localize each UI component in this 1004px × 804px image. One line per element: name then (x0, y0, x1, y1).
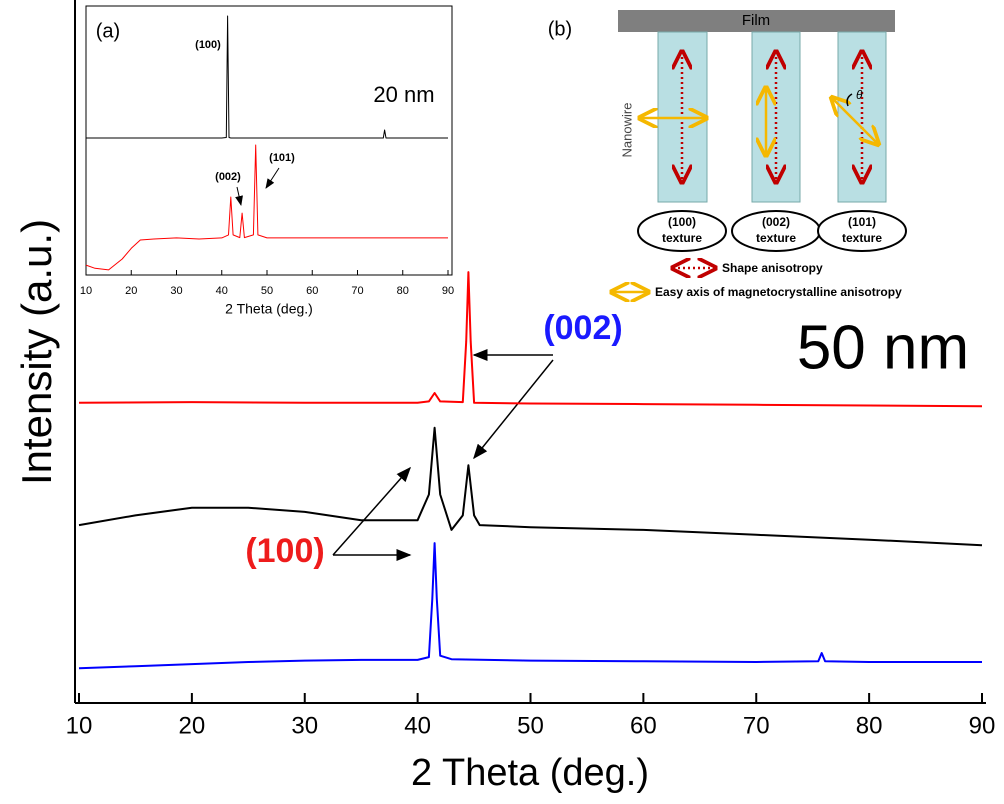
series-line (86, 15, 448, 139)
angle-arc (846, 93, 853, 107)
annotation: (100) (245, 532, 324, 570)
x-tick-label: 60 (630, 712, 657, 739)
x-tick-label: 80 (397, 285, 409, 297)
x-tick-label: 20 (125, 285, 137, 297)
texture-label: texture (756, 231, 796, 245)
annotation: (002) (543, 309, 622, 347)
x-tick-label: 70 (743, 712, 770, 739)
series-line (78, 271, 983, 408)
legend-label: Easy axis of magnetocrystalline anisotro… (655, 285, 902, 299)
annotation-arrows (332, 349, 554, 561)
x-tick-label: 50 (261, 285, 273, 297)
nanowire-label: Nanowire (619, 103, 634, 158)
inset-arrows (235, 167, 280, 206)
panel-label: (b) (548, 18, 572, 40)
film (618, 10, 895, 32)
annotation: (100) (195, 39, 221, 51)
easy-axis-arrows (612, 88, 878, 292)
inset-background (76, 0, 464, 322)
x-tick-label: 30 (170, 285, 182, 297)
x-tick-label: 40 (404, 712, 431, 739)
panel-label: (a) (96, 20, 120, 42)
x-tick-label: 10 (66, 712, 93, 739)
diagram-b: (b) Film Nanowire θ (100) texture (002) (548, 10, 907, 299)
x-tick-label: 30 (291, 712, 318, 739)
annotation: 20 nm (373, 82, 434, 107)
x-tick-label: 80 (856, 712, 883, 739)
texture-index: (002) (762, 215, 790, 229)
x-axis-label: 2 Theta (deg.) (411, 752, 649, 794)
film-label: Film (742, 12, 770, 29)
x-tick-label: 20 (179, 712, 206, 739)
x-tick-label: 50 (517, 712, 544, 739)
texture-label: texture (662, 231, 702, 245)
x-tick-label: 60 (306, 285, 318, 297)
y-axis-label: Intensity (a.u.) (13, 219, 60, 485)
x-tick-label: 40 (216, 285, 228, 297)
legend-label: Shape anisotropy (722, 261, 823, 275)
series-line (85, 144, 448, 271)
textures: (100) texture (002) texture (101) textur… (637, 210, 907, 252)
inset-frame (85, 5, 453, 276)
x-tick-label: 10 (80, 285, 92, 297)
x-tick-label: 90 (969, 712, 996, 739)
x-tick-label: 90 (442, 285, 454, 297)
x-axis-label: 2 Theta (deg.) (225, 301, 313, 317)
annotation: (101) (269, 152, 295, 164)
series-line (78, 426, 983, 547)
texture-index: (101) (848, 215, 876, 229)
annotation: (002) (215, 171, 241, 183)
texture-label: texture (842, 231, 882, 245)
angle-label: θ (856, 88, 863, 102)
series-line (78, 542, 982, 670)
inset-a: (a) 2 Theta (deg.) 10 20 30 40 50 60 70 80 90 (10… (76, 0, 464, 322)
x-tick-label: 70 (351, 285, 363, 297)
texture-index: (100) (668, 215, 696, 229)
main-chart: Intensity (a.u.) 2 Theta (deg.) 10 20 30 40… (13, 0, 995, 794)
annotation: 50 nm (797, 313, 969, 382)
